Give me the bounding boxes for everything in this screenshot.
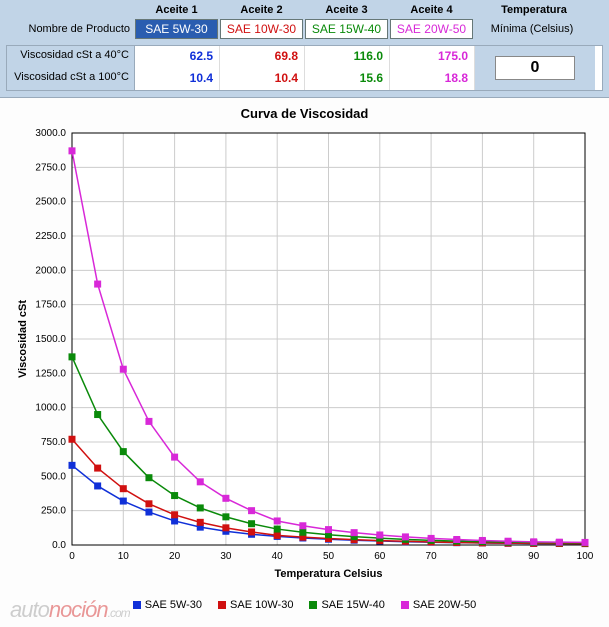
temp-cell: 0	[475, 46, 595, 90]
product-row-label: Nombre de Producto	[6, 23, 134, 35]
legend-item: SAE 10W-30	[218, 599, 293, 611]
svg-text:Temperatura Celsius: Temperatura Celsius	[274, 568, 382, 580]
watermark: autonoción.com	[10, 597, 130, 623]
svg-text:1250.0: 1250.0	[35, 368, 66, 379]
col-header: Aceite 4	[389, 4, 474, 16]
oil-input-panel: Aceite 1 Aceite 2 Aceite 3 Aceite 4 Temp…	[0, 0, 609, 98]
header-row: Aceite 1 Aceite 2 Aceite 3 Aceite 4 Temp…	[6, 4, 603, 19]
svg-text:1750.0: 1750.0	[35, 300, 66, 311]
svg-text:100: 100	[576, 551, 593, 562]
svg-text:10: 10	[117, 551, 129, 562]
temp-sub-label: Mínima (Celsius)	[474, 23, 594, 35]
col-header: Aceite 3	[304, 4, 389, 16]
col-header: Aceite 1	[134, 4, 219, 16]
svg-text:90: 90	[528, 551, 540, 562]
visc-value: 62.5	[135, 46, 220, 68]
product-input-1[interactable]: SAE 5W-30	[135, 19, 218, 39]
product-input-3[interactable]: SAE 15W-40	[305, 19, 388, 39]
svg-text:500.0: 500.0	[40, 471, 65, 482]
temp-input[interactable]: 0	[495, 56, 575, 80]
product-input-4[interactable]: SAE 20W-50	[390, 19, 473, 39]
visc-value: 15.6	[305, 68, 390, 90]
svg-text:30: 30	[220, 551, 232, 562]
product-input-2[interactable]: SAE 10W-30	[220, 19, 303, 39]
legend-item: SAE 5W-30	[133, 599, 202, 611]
svg-text:20: 20	[169, 551, 181, 562]
visc-value: 10.4	[220, 68, 305, 90]
svg-text:250.0: 250.0	[40, 506, 65, 517]
viscosity-chart: 01020304050607080901000.0250.0500.0750.0…	[10, 125, 600, 595]
visc-row-label: Viscosidad cSt a 100°C	[7, 68, 135, 90]
temp-header: Temperatura	[474, 4, 594, 16]
visc-value: 116.0	[305, 46, 390, 68]
svg-text:Viscosidad cSt: Viscosidad cSt	[17, 300, 29, 378]
svg-text:1500.0: 1500.0	[35, 334, 66, 345]
visc-value: 18.8	[390, 68, 475, 90]
svg-text:0: 0	[69, 551, 75, 562]
legend-item: SAE 20W-50	[401, 599, 476, 611]
svg-text:2750.0: 2750.0	[35, 162, 66, 173]
svg-text:750.0: 750.0	[40, 437, 65, 448]
svg-text:70: 70	[425, 551, 437, 562]
visc-value: 10.4	[135, 68, 220, 90]
svg-text:80: 80	[476, 551, 488, 562]
svg-text:2000.0: 2000.0	[35, 265, 66, 276]
svg-text:2500.0: 2500.0	[35, 197, 66, 208]
legend-item: SAE 15W-40	[309, 599, 384, 611]
svg-text:50: 50	[322, 551, 334, 562]
svg-text:40: 40	[271, 551, 283, 562]
visc-value: 175.0	[390, 46, 475, 68]
viscosity-table: Viscosidad cSt a 40°C 62.5 69.8 116.0 17…	[6, 45, 603, 91]
product-row: Nombre de Producto SAE 5W-30 SAE 10W-30 …	[6, 19, 603, 45]
visc-value: 69.8	[220, 46, 305, 68]
chart-title: Curva de Viscosidad	[0, 106, 609, 121]
svg-text:1000.0: 1000.0	[35, 403, 66, 414]
col-header: Aceite 2	[219, 4, 304, 16]
chart-area: Curva de Viscosidad 0 10 20 30 40 50 60 70 80 90 1…	[0, 98, 609, 611]
svg-text:2250.0: 2250.0	[35, 231, 66, 242]
svg-text:0.0: 0.0	[52, 540, 66, 551]
visc-row-label: Viscosidad cSt a 40°C	[7, 46, 135, 68]
svg-text:3000.0: 3000.0	[35, 128, 66, 139]
svg-text:60: 60	[374, 551, 386, 562]
